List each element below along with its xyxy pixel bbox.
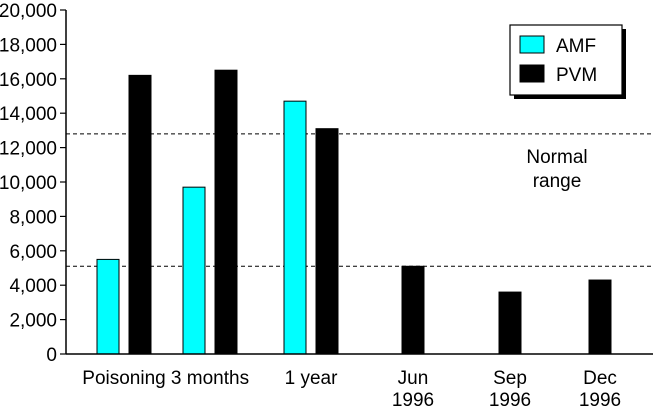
y-tick-label: 18,000: [0, 35, 57, 56]
bar-pvm: [401, 265, 425, 355]
y-tick-label: 10,000: [0, 173, 57, 194]
x-tick-label: 3 months: [171, 368, 249, 389]
x-tick-labels: Poisoning 3 months 1 year Jun1996Sep1996Dec…: [82, 368, 621, 408]
normal-range-annotation: Normal range: [526, 147, 587, 192]
bar-pvm: [214, 69, 238, 355]
bar-amf: [182, 186, 206, 355]
bar-amf: [283, 100, 307, 355]
bar-pvm: [128, 74, 152, 355]
x-tick-label: 1 year: [285, 368, 338, 389]
normal-range-text: range: [533, 171, 582, 192]
bars: [96, 69, 612, 355]
bar-pvm: [498, 291, 522, 355]
x-tick-label: Dec: [583, 368, 617, 389]
axes: [60, 9, 653, 355]
x-tick-label: Poisoning: [82, 368, 165, 389]
x-tick-label: Jun: [398, 368, 429, 389]
y-tick-label: 4,000: [9, 276, 57, 297]
y-tick-labels: 0 2,000 4,000 6,000 8,000 10,000 12,000 14,000 1…: [0, 1, 57, 366]
bar-pvm: [315, 128, 339, 355]
y-tick-label: 16,000: [0, 70, 57, 91]
y-tick-label: 2,000: [9, 311, 57, 332]
bar-amf: [96, 258, 120, 355]
y-tick-label: 0: [46, 345, 57, 366]
x-tick-label: 1996: [489, 390, 531, 408]
y-tick-label: 8,000: [9, 207, 57, 228]
y-tick-label: 20,000: [0, 1, 57, 22]
legend: AMF PVM: [509, 24, 626, 99]
x-tick-label: Sep: [493, 368, 527, 389]
y-tick-label: 12,000: [0, 139, 57, 160]
legend-swatch-pvm: [519, 64, 545, 83]
y-tick-label: 6,000: [9, 242, 57, 263]
y-tick-label: 14,000: [0, 104, 57, 125]
x-tick-label: 1996: [392, 390, 434, 408]
legend-label-pvm: PVM: [556, 65, 597, 86]
legend-label-amf: AMF: [556, 36, 596, 57]
legend-swatch-amf: [519, 35, 545, 54]
bar-pvm: [588, 279, 612, 355]
x-tick-label: 1996: [579, 390, 621, 408]
normal-range-text: Normal: [526, 147, 587, 168]
